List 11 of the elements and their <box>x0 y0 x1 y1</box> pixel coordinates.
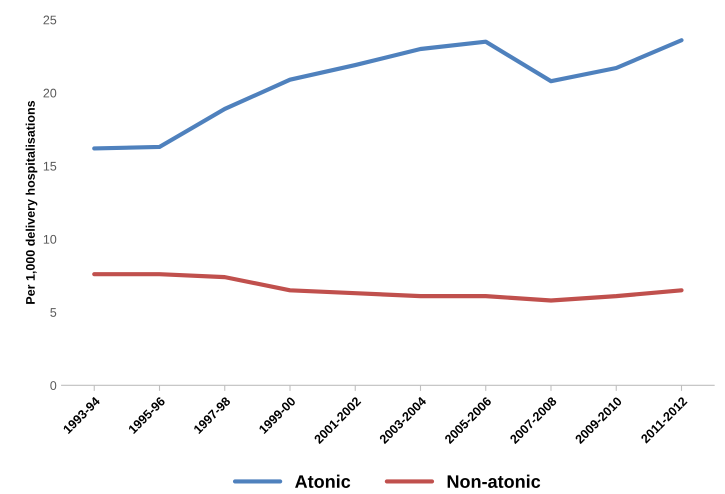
y-tick-label: 25 <box>43 16 56 24</box>
line-series <box>92 38 684 151</box>
legend-label: Non-atonic <box>448 474 540 488</box>
y-tick-label: 20 <box>43 88 56 98</box>
y-tick-label: 0 <box>50 381 56 390</box>
y-tick-label: 10 <box>44 234 56 244</box>
y-axis-title: Per 1,000 delivery hospitalisations <box>26 100 38 304</box>
y-tick-label: 5 <box>50 308 56 317</box>
legend-label: Atonic <box>295 474 350 488</box>
line-series <box>92 272 684 303</box>
y-tick-label: 15 <box>44 162 56 171</box>
